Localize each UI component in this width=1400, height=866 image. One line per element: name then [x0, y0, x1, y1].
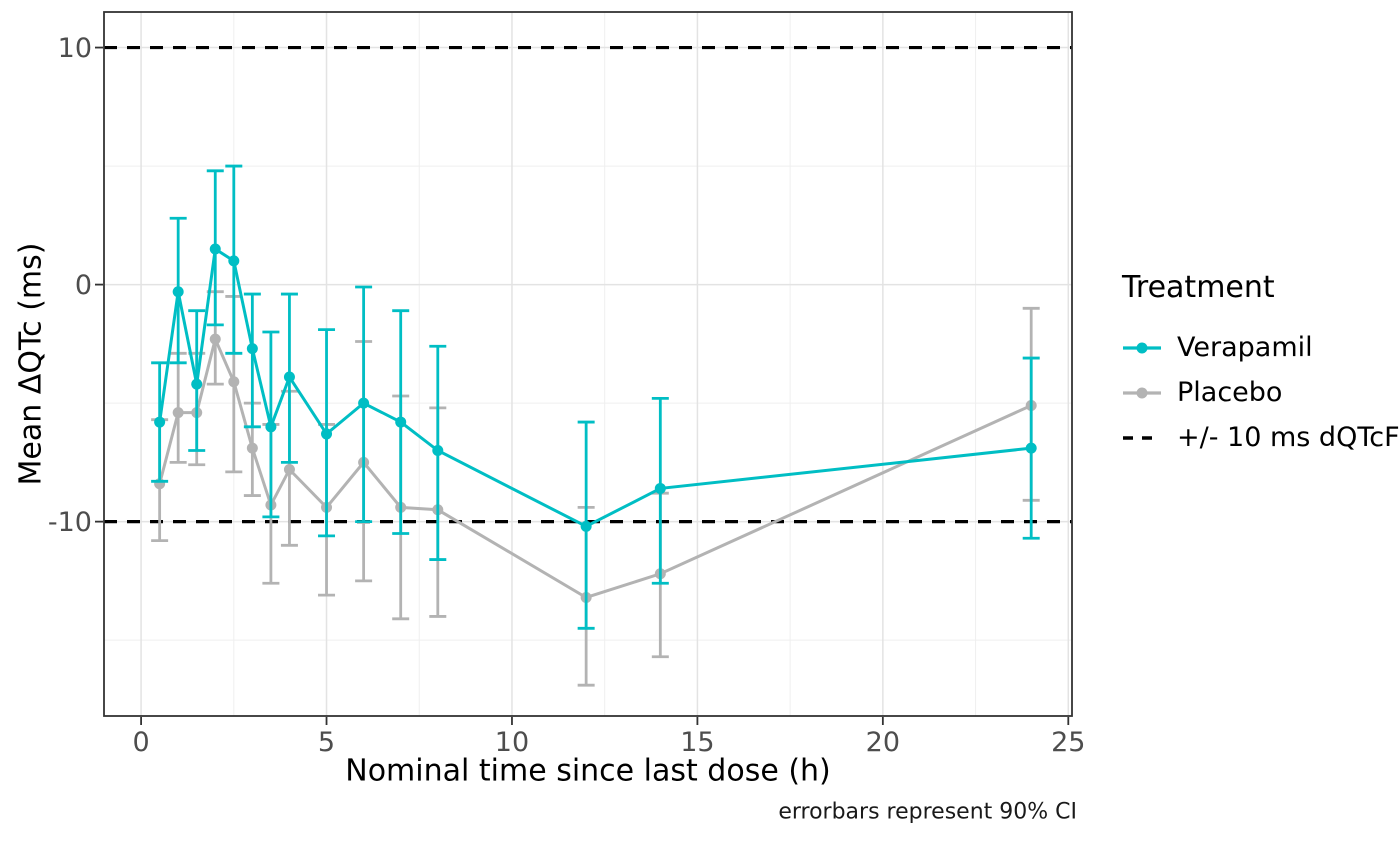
errorbar-verapamil — [243, 292, 261, 429]
legend-item-reference-line: +/- 10 ms dQTcF — [1122, 415, 1400, 460]
data-point-placebo — [283, 463, 295, 475]
data-point-verapamil — [172, 286, 184, 298]
legend-label-reference-line: +/- 10 ms dQTcF — [1177, 422, 1400, 453]
legend-item-verapamil: Verapamil — [1122, 325, 1392, 370]
series-placebo — [151, 290, 1040, 687]
data-point-placebo — [209, 333, 221, 345]
x-axis-title: Nominal time since last dose (h) — [345, 753, 831, 789]
caption-errorbars: errorbars represent 90% CI — [778, 799, 1077, 825]
legend-item-placebo: Placebo — [1122, 370, 1392, 415]
x-tick-label: 0 — [132, 727, 149, 758]
data-point-verapamil — [209, 243, 221, 255]
data-point-verapamil — [580, 520, 592, 532]
data-point-verapamil — [246, 343, 258, 355]
data-point-verapamil — [358, 397, 370, 409]
data-point-verapamil — [654, 482, 666, 494]
data-point-verapamil — [154, 416, 166, 428]
data-point-verapamil — [432, 445, 444, 457]
data-point-verapamil — [191, 378, 203, 390]
legend: Treatment Verapamil Placebo +/- 10 ms dQ… — [1122, 270, 1400, 460]
y-axis-title: Mean ΔQTc (ms) — [13, 242, 49, 486]
legend-title: Treatment — [1122, 270, 1275, 305]
data-point-placebo — [172, 407, 184, 419]
data-point-placebo — [246, 442, 258, 454]
x-tick-label: 5 — [318, 727, 335, 758]
x-tick-label: 15 — [680, 727, 714, 758]
x-tick-label: 25 — [1051, 727, 1085, 758]
legend-label-verapamil: Verapamil — [1177, 332, 1313, 363]
data-point-verapamil — [1025, 442, 1037, 454]
data-point-verapamil — [321, 428, 333, 440]
placebo-key-icon — [1123, 387, 1161, 398]
panel-border — [103, 11, 1073, 717]
y-tick-label: 0 — [75, 270, 92, 301]
y-tick-label: 10 — [58, 33, 92, 64]
legend-label-placebo: Placebo — [1177, 377, 1283, 408]
y-tick-label: -10 — [48, 507, 92, 538]
dashed-line-key-icon — [1123, 435, 1161, 440]
data-point-verapamil — [395, 416, 407, 428]
x-tick-label: 10 — [495, 727, 529, 758]
data-point-verapamil — [265, 421, 277, 433]
series-verapamil — [151, 164, 1040, 630]
x-tick-label: 20 — [866, 727, 900, 758]
data-point-verapamil — [283, 371, 295, 383]
data-point-placebo — [228, 376, 240, 388]
verapamil-key-icon — [1123, 342, 1161, 353]
data-point-verapamil — [228, 255, 240, 267]
